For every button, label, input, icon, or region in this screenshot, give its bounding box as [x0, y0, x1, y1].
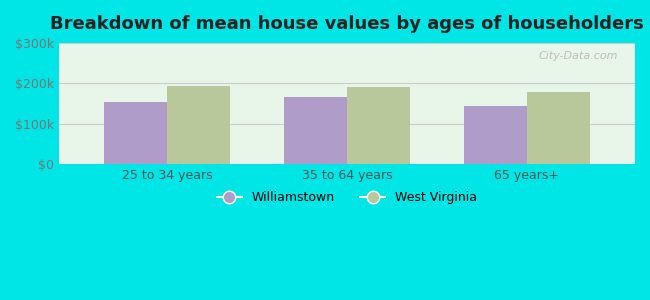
- Bar: [527, 92, 590, 164]
- Bar: [464, 106, 527, 164]
- Bar: [104, 101, 167, 164]
- Legend: Williamstown, West Virginia: Williamstown, West Virginia: [212, 186, 482, 209]
- Bar: [167, 86, 230, 164]
- Title: Breakdown of mean house values by ages of householders: Breakdown of mean house values by ages o…: [50, 15, 644, 33]
- Bar: [347, 87, 410, 164]
- Bar: [284, 98, 347, 164]
- Text: City-Data.com: City-Data.com: [538, 51, 617, 62]
